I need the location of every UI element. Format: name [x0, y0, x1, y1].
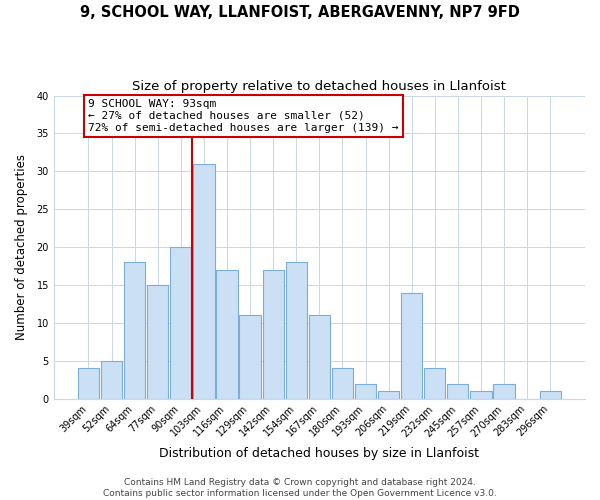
Bar [193, 164, 215, 399]
X-axis label: Distribution of detached houses by size in Llanfoist: Distribution of detached houses by size … [160, 447, 479, 460]
Bar [263, 270, 284, 399]
Title: Size of property relative to detached houses in Llanfoist: Size of property relative to detached ho… [133, 80, 506, 93]
Text: 9, SCHOOL WAY, LLANFOIST, ABERGAVENNY, NP7 9FD: 9, SCHOOL WAY, LLANFOIST, ABERGAVENNY, N… [80, 5, 520, 20]
Bar [470, 391, 491, 399]
Bar [424, 368, 445, 399]
Bar [78, 368, 99, 399]
Bar [355, 384, 376, 399]
Bar [217, 270, 238, 399]
Bar [286, 262, 307, 399]
Bar [147, 285, 169, 399]
Bar [447, 384, 469, 399]
Bar [332, 368, 353, 399]
Bar [239, 316, 261, 399]
Text: 9 SCHOOL WAY: 93sqm
← 27% of detached houses are smaller (52)
72% of semi-detach: 9 SCHOOL WAY: 93sqm ← 27% of detached ho… [88, 100, 399, 132]
Bar [101, 361, 122, 399]
Bar [124, 262, 145, 399]
Bar [401, 292, 422, 399]
Y-axis label: Number of detached properties: Number of detached properties [15, 154, 28, 340]
Bar [378, 391, 399, 399]
Bar [309, 316, 330, 399]
Text: Contains HM Land Registry data © Crown copyright and database right 2024.
Contai: Contains HM Land Registry data © Crown c… [103, 478, 497, 498]
Bar [493, 384, 515, 399]
Bar [539, 391, 561, 399]
Bar [170, 247, 191, 399]
